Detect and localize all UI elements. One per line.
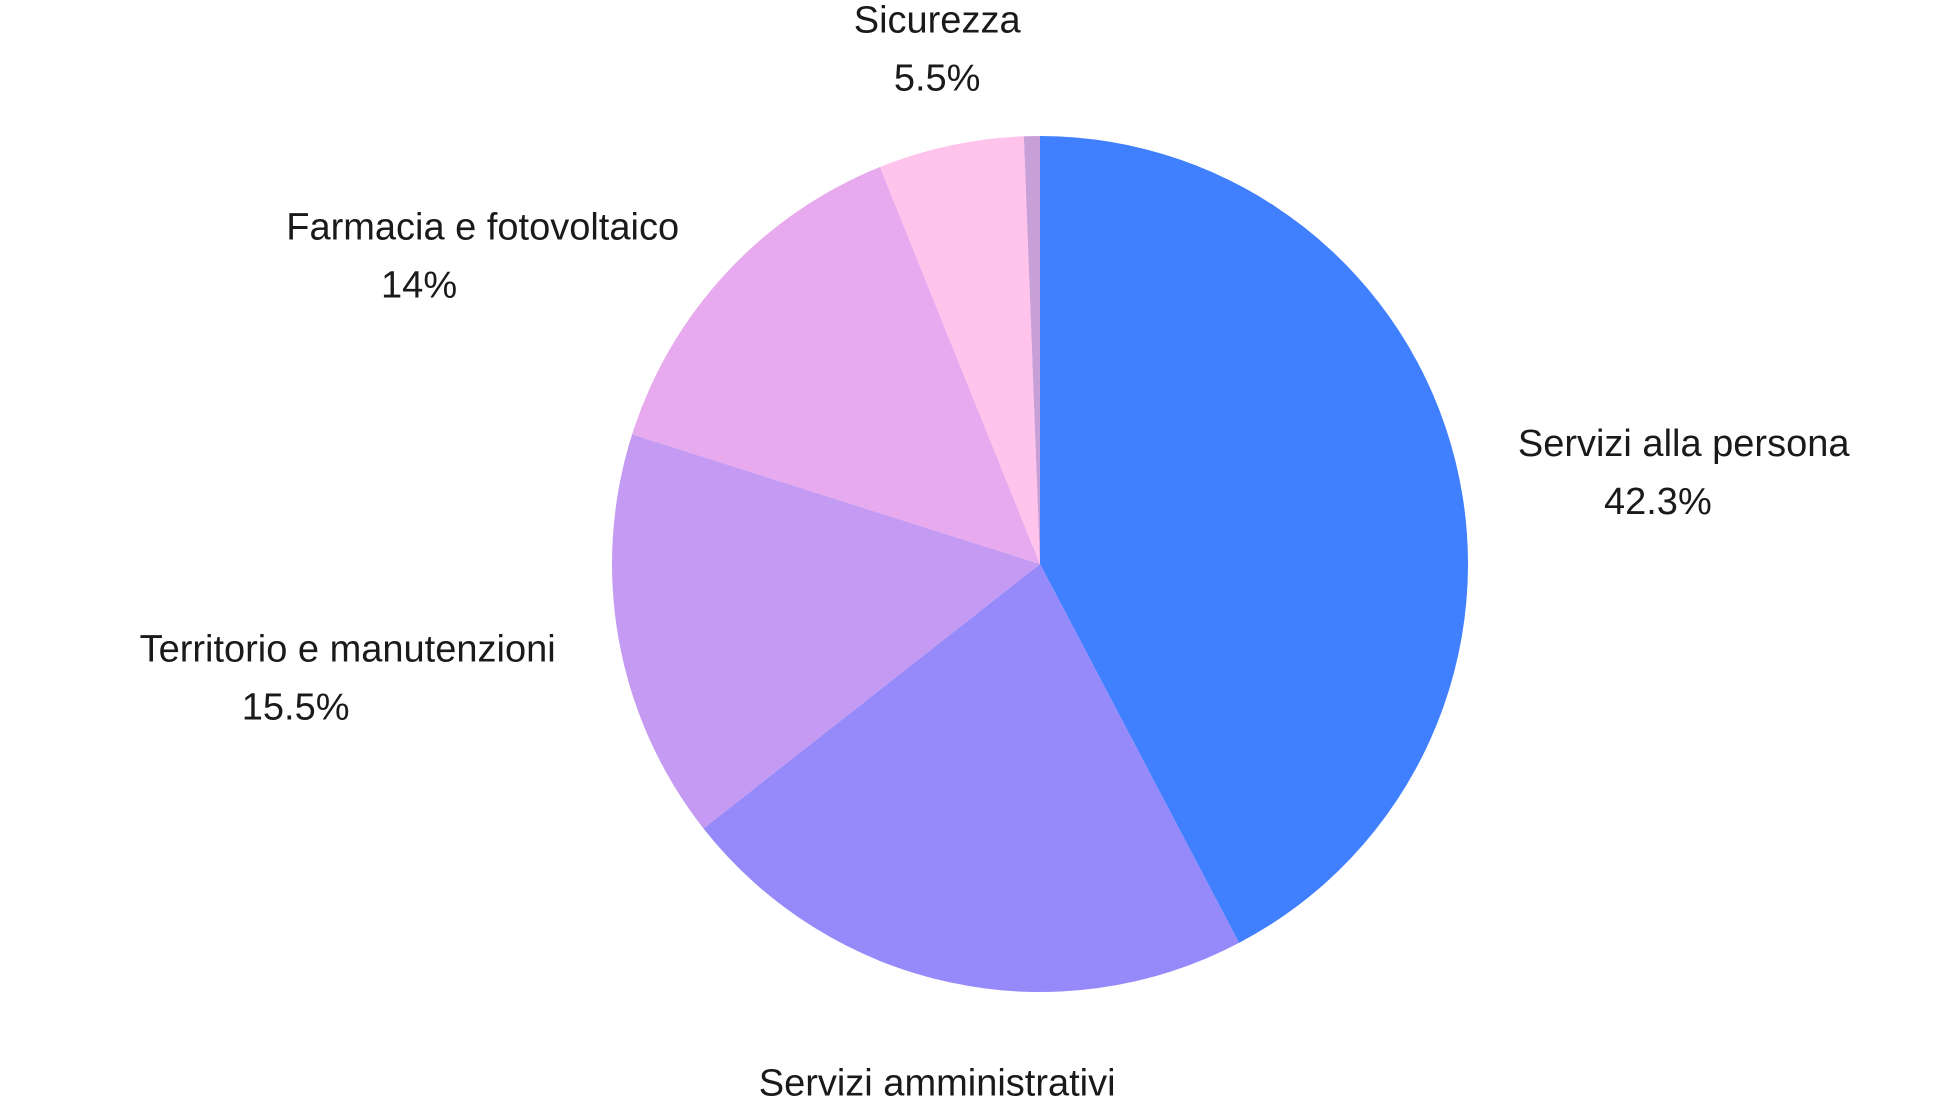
slice-label: Servizi alla persona bbox=[1518, 423, 1850, 465]
pie-slice bbox=[1023, 136, 1040, 564]
slice-label: Territorio e manutenzioni bbox=[140, 629, 556, 671]
slice-label: Servizi amministrativi bbox=[759, 1062, 1116, 1104]
slice-value-label: 42.3% bbox=[1604, 481, 1712, 523]
pie-slice bbox=[879, 136, 1040, 564]
slice-value-label: 14% bbox=[381, 264, 457, 306]
pie-slice bbox=[703, 564, 1240, 993]
slice-label: Farmacia e fotovoltaico bbox=[286, 206, 679, 248]
slice-label: Sicurezza bbox=[854, 0, 1022, 42]
pie-slice bbox=[632, 167, 1040, 564]
slice-value-label: 5.5% bbox=[894, 58, 981, 100]
pie-slice bbox=[612, 434, 1040, 829]
pie-slice bbox=[1040, 136, 1469, 943]
slice-value-label: 15.5% bbox=[242, 687, 350, 729]
